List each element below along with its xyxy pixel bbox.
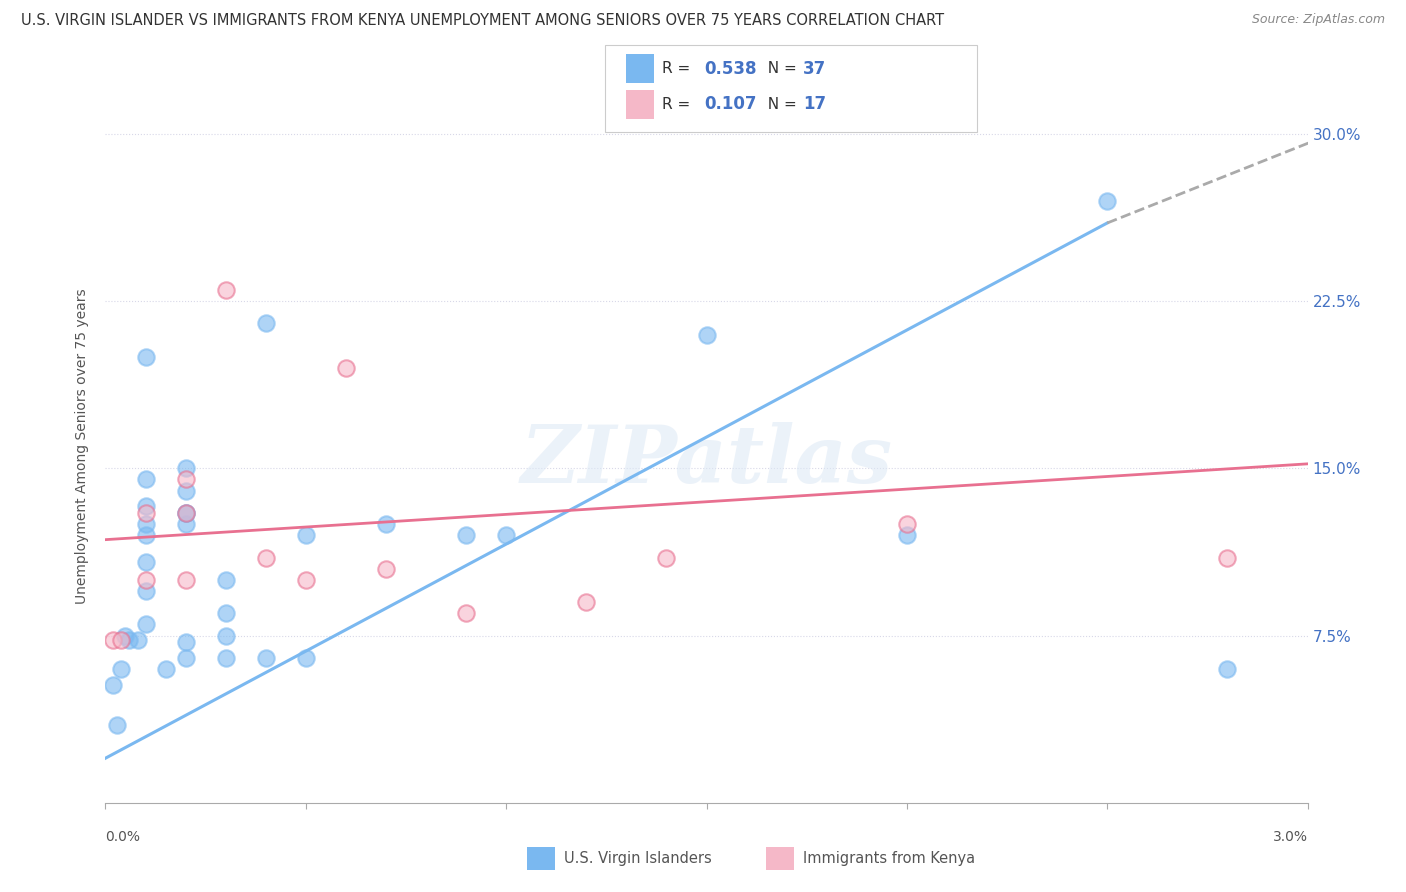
Point (575, 595, 598, 609)
Point (114, 628, 136, 642)
Point (1216, 550, 1239, 565)
Point (135, 473, 157, 487)
Point (214, 573, 236, 587)
Point (1216, 662, 1239, 676)
Point (155, 662, 177, 676)
Point (135, 617, 157, 632)
Y-axis label: Unemployment Among Seniors over 75 years: Unemployment Among Seniors over 75 years (76, 288, 90, 604)
Text: 37: 37 (803, 60, 827, 78)
Point (254, 317, 277, 331)
Text: ZIPatlas: ZIPatlas (520, 422, 893, 499)
Point (174, 517, 197, 532)
Point (174, 483, 197, 498)
Point (1097, 194, 1119, 208)
Point (254, 550, 277, 565)
Text: 3.0%: 3.0% (1272, 830, 1308, 844)
Point (127, 633, 149, 648)
Point (454, 528, 477, 542)
Point (135, 573, 157, 587)
Text: U.S. VIRGIN ISLANDER VS IMMIGRANTS FROM KENYA UNEMPLOYMENT AMONG SENIORS OVER 75: U.S. VIRGIN ISLANDER VS IMMIGRANTS FROM … (21, 13, 945, 29)
Point (295, 528, 318, 542)
Point (214, 607, 236, 621)
Text: 0.538: 0.538 (704, 60, 756, 78)
Point (135, 555, 157, 569)
Point (896, 528, 918, 542)
Point (118, 633, 141, 648)
Point (174, 506, 197, 520)
Point (110, 662, 132, 676)
Point (135, 517, 157, 532)
Point (135, 528, 157, 542)
Point (110, 633, 132, 648)
Text: R =: R = (662, 97, 696, 112)
Point (174, 461, 197, 475)
Point (335, 360, 357, 375)
Point (135, 506, 157, 520)
Text: R =: R = (662, 62, 696, 76)
Point (214, 651, 236, 665)
Point (295, 573, 318, 587)
Text: U.S. Virgin Islanders: U.S. Virgin Islanders (564, 851, 711, 865)
Point (107, 717, 129, 731)
Point (135, 350, 157, 364)
Point (696, 327, 718, 342)
Point (374, 562, 398, 576)
Point (174, 573, 197, 587)
Point (135, 500, 157, 514)
Text: Immigrants from Kenya: Immigrants from Kenya (803, 851, 974, 865)
Text: N =: N = (758, 62, 801, 76)
Point (174, 473, 197, 487)
Point (896, 517, 918, 532)
Point (295, 651, 318, 665)
Point (254, 651, 277, 665)
Point (454, 607, 477, 621)
Text: N =: N = (758, 97, 801, 112)
Text: Source: ZipAtlas.com: Source: ZipAtlas.com (1251, 13, 1385, 27)
Point (174, 506, 197, 520)
Text: 0.0%: 0.0% (105, 830, 141, 844)
Point (655, 550, 678, 565)
Point (174, 651, 197, 665)
Text: 17: 17 (803, 95, 825, 113)
Point (214, 628, 236, 642)
Point (103, 633, 125, 648)
Text: 0.107: 0.107 (704, 95, 756, 113)
Point (174, 635, 197, 649)
Point (374, 517, 398, 532)
Point (495, 528, 517, 542)
Point (214, 283, 236, 297)
Point (174, 506, 197, 520)
Point (103, 678, 125, 692)
Point (135, 583, 157, 598)
